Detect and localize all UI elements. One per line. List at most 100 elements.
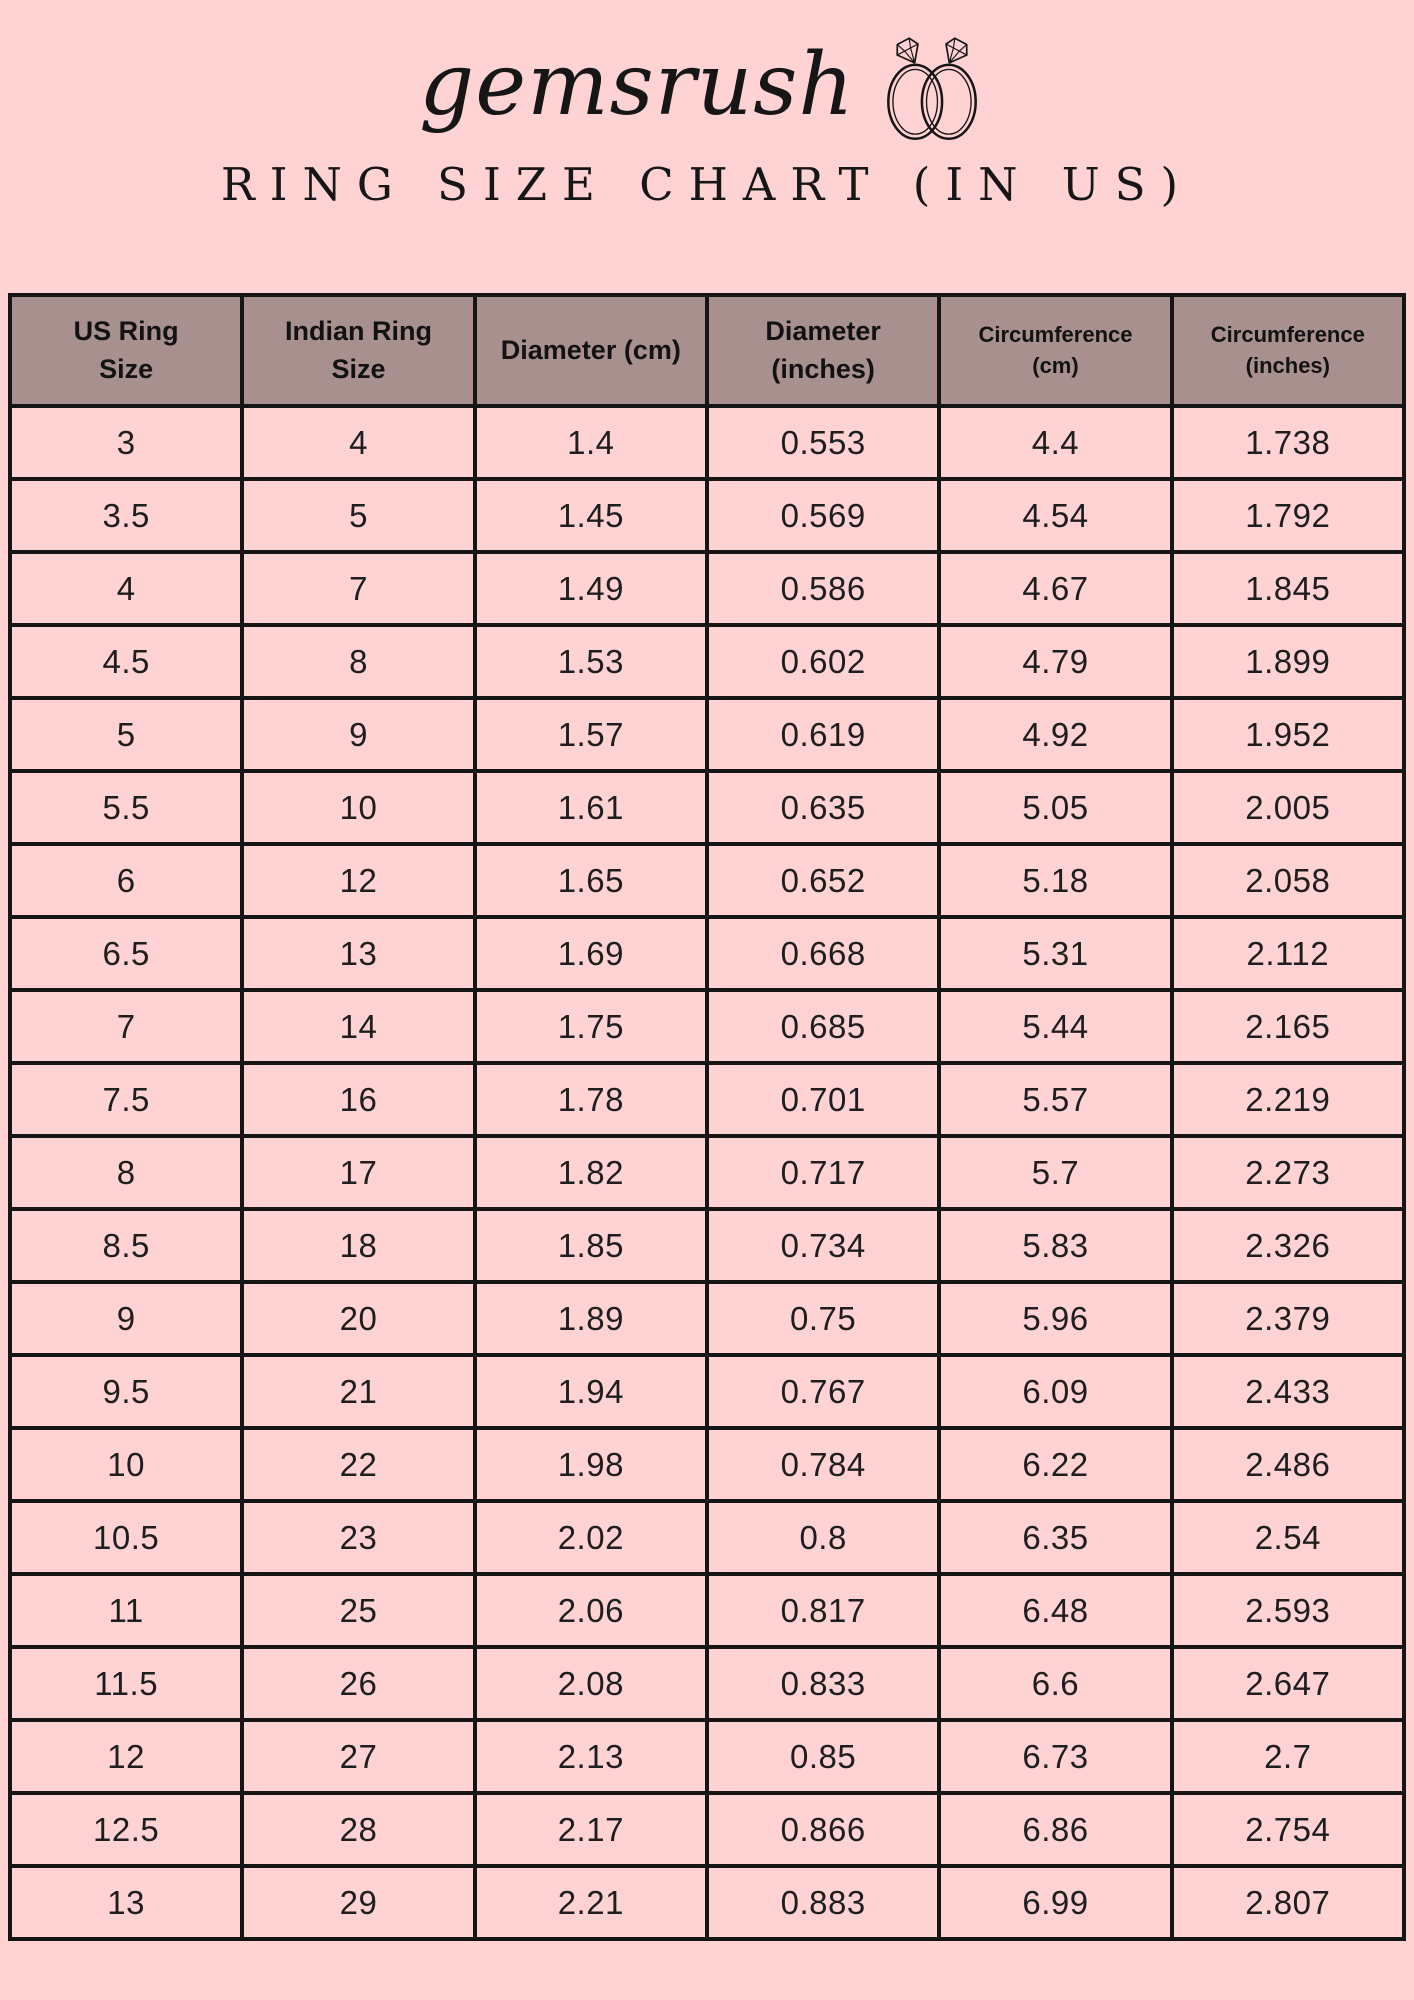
table-cell-circumference-cm: 6.35 [937,1499,1174,1576]
table-cell-indian-ring-size: 27 [240,1718,477,1795]
table-row: 7.5 16 1.78 0.701 5.57 2.219 [7,1061,1407,1138]
table-cell-circumference-inches: 2.379 [1169,1280,1407,1357]
table-cell-circumference-cm: 5.96 [937,1280,1174,1357]
table-cell-us-ring-size: 10.5 [7,1499,245,1576]
table-cell-circumference-inches: 1.792 [1169,477,1407,554]
table-row: 3.5 5 1.45 0.569 4.54 1.792 [7,477,1407,554]
table-cell-circumference-inches: 2.273 [1169,1134,1407,1211]
table-cell-diameter-inches: 0.619 [704,696,942,773]
table-cell-diameter-cm: 2.08 [472,1645,709,1722]
table-cell-diameter-inches: 0.635 [704,769,942,846]
table-cell-indian-ring-size: 17 [240,1134,477,1211]
table-cell-circumference-inches: 2.54 [1169,1499,1407,1576]
table-cell-us-ring-size: 8 [7,1134,245,1211]
table-cell-diameter-inches: 0.883 [704,1864,942,1941]
table-cell-diameter-cm: 1.78 [472,1061,709,1138]
table-cell-us-ring-size: 13 [7,1864,245,1941]
table-cell-diameter-cm: 2.06 [472,1572,709,1649]
table-cell-diameter-inches: 0.75 [704,1280,942,1357]
table-row: 12 27 2.13 0.85 6.73 2.7 [7,1718,1407,1795]
table-cell-diameter-inches: 0.553 [704,404,942,481]
table-cell-us-ring-size: 10 [7,1426,245,1503]
table-cell-circumference-cm: 6.73 [937,1718,1174,1795]
table-cell-circumference-inches: 2.647 [1169,1645,1407,1722]
page-header: gemsrush RING SIZE CHART (IN US) [0,0,1414,211]
table-cell-circumference-cm: 6.22 [937,1426,1174,1503]
table-cell-circumference-cm: 4.67 [937,550,1174,627]
ring-size-table: US Ring Size Indian Ring Size Diameter (cm) D… [7,293,1407,1941]
table-cell-diameter-cm: 1.89 [472,1280,709,1357]
table-row: 6 12 1.65 0.652 5.18 2.058 [7,842,1407,919]
table-cell-us-ring-size: 9 [7,1280,245,1357]
table-cell-circumference-inches: 2.005 [1169,769,1407,846]
table-cell-circumference-inches: 2.433 [1169,1353,1407,1430]
table-cell-diameter-inches: 0.767 [704,1353,942,1430]
table-row: 4 7 1.49 0.586 4.67 1.845 [7,550,1407,627]
table-cell-circumference-cm: 6.6 [937,1645,1174,1722]
table-cell-us-ring-size: 9.5 [7,1353,245,1430]
table-cell-indian-ring-size: 26 [240,1645,477,1722]
table-cell-diameter-inches: 0.85 [704,1718,942,1795]
table-cell-diameter-cm: 1.69 [472,915,709,992]
table-cell-indian-ring-size: 23 [240,1499,477,1576]
table-cell-circumference-inches: 2.7 [1169,1718,1407,1795]
table-cell-circumference-inches: 1.738 [1169,404,1407,481]
table-cell-diameter-cm: 1.57 [472,696,709,773]
table-row: 8.5 18 1.85 0.734 5.83 2.326 [7,1207,1407,1284]
table-cell-indian-ring-size: 20 [240,1280,477,1357]
page-title: RING SIZE CHART (IN US) [220,158,1194,211]
table-cell-circumference-inches: 2.807 [1169,1864,1407,1941]
table-cell-diameter-inches: 0.866 [704,1791,942,1868]
table-cell-circumference-inches: 1.845 [1169,550,1407,627]
table-body: 3 4 1.4 0.553 4.4 1.738 3.5 5 1.45 0.569 4.54 1.792… [7,404,1407,1941]
table-row: 8 17 1.82 0.717 5.7 2.273 [7,1134,1407,1211]
table-cell-diameter-cm: 1.45 [472,477,709,554]
table-cell-circumference-cm: 6.09 [937,1353,1174,1430]
table-cell-indian-ring-size: 7 [240,550,477,627]
table-cell-indian-ring-size: 10 [240,769,477,846]
table-cell-circumference-cm: 6.48 [937,1572,1174,1649]
table-cell-diameter-cm: 1.94 [472,1353,709,1430]
table-cell-indian-ring-size: 14 [240,988,477,1065]
table-row: 5.5 10 1.61 0.635 5.05 2.005 [7,769,1407,846]
table-cell-us-ring-size: 7 [7,988,245,1065]
table-cell-diameter-inches: 0.652 [704,842,942,919]
table-cell-diameter-inches: 0.8 [704,1499,942,1576]
table-cell-indian-ring-size: 9 [240,696,477,773]
table-cell-diameter-cm: 2.21 [472,1864,709,1941]
table-cell-diameter-cm: 1.53 [472,623,709,700]
table-cell-us-ring-size: 12.5 [7,1791,245,1868]
table-cell-indian-ring-size: 29 [240,1864,477,1941]
table-row: 6.5 13 1.69 0.668 5.31 2.112 [7,915,1407,992]
table-cell-diameter-inches: 0.586 [704,550,942,627]
table-cell-circumference-inches: 2.165 [1169,988,1407,1065]
table-cell-circumference-cm: 5.44 [937,988,1174,1065]
table-cell-us-ring-size: 5 [7,696,245,773]
table-cell-indian-ring-size: 16 [240,1061,477,1138]
table-cell-diameter-inches: 0.817 [704,1572,942,1649]
table-cell-circumference-inches: 2.486 [1169,1426,1407,1503]
table-cell-us-ring-size: 7.5 [7,1061,245,1138]
table-cell-us-ring-size: 3 [7,404,245,481]
table-cell-us-ring-size: 6.5 [7,915,245,992]
table-cell-diameter-cm: 2.02 [472,1499,709,1576]
table-cell-indian-ring-size: 18 [240,1207,477,1284]
table-row: 7 14 1.75 0.685 5.44 2.165 [7,988,1407,1065]
table-cell-us-ring-size: 8.5 [7,1207,245,1284]
table-cell-diameter-cm: 1.49 [472,550,709,627]
table-cell-indian-ring-size: 4 [240,404,477,481]
table-cell-diameter-inches: 0.701 [704,1061,942,1138]
table-cell-circumference-inches: 2.326 [1169,1207,1407,1284]
table-row: 5 9 1.57 0.619 4.92 1.952 [7,696,1407,773]
table-cell-us-ring-size: 6 [7,842,245,919]
table-row: 10.5 23 2.02 0.8 6.35 2.54 [7,1499,1407,1576]
table-cell-diameter-cm: 2.13 [472,1718,709,1795]
table-cell-us-ring-size: 4.5 [7,623,245,700]
brand-logo-text: gemsrush [419,35,855,135]
table-row: 13 29 2.21 0.883 6.99 2.807 [7,1864,1407,1941]
table-cell-indian-ring-size: 13 [240,915,477,992]
table-cell-diameter-inches: 0.685 [704,988,942,1065]
table-cell-circumference-cm: 4.54 [937,477,1174,554]
table-row: 12.5 28 2.17 0.866 6.86 2.754 [7,1791,1407,1868]
table-cell-circumference-cm: 5.31 [937,915,1174,992]
